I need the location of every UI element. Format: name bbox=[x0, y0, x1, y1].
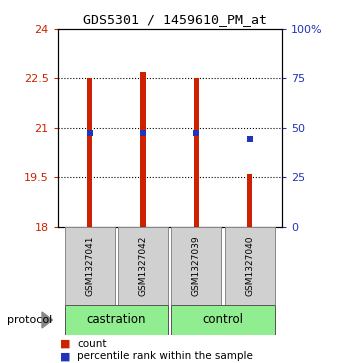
Text: GSM1327041: GSM1327041 bbox=[85, 236, 94, 296]
Text: GSM1327042: GSM1327042 bbox=[139, 236, 148, 296]
Text: count: count bbox=[77, 339, 106, 349]
Bar bbox=[172, 305, 275, 335]
Text: control: control bbox=[203, 314, 244, 326]
Bar bbox=[87, 78, 92, 227]
Bar bbox=[118, 227, 168, 305]
Bar bbox=[140, 72, 146, 227]
Bar bbox=[65, 305, 168, 335]
Bar bbox=[194, 78, 199, 227]
Text: percentile rank within the sample: percentile rank within the sample bbox=[77, 351, 253, 362]
Bar bbox=[65, 227, 115, 305]
Text: ■: ■ bbox=[60, 339, 70, 349]
Text: protocol: protocol bbox=[7, 315, 52, 325]
Bar bbox=[247, 174, 252, 227]
Bar bbox=[172, 227, 222, 305]
Text: ■: ■ bbox=[60, 351, 70, 362]
Text: GSM1327039: GSM1327039 bbox=[192, 236, 201, 296]
Text: GSM1327040: GSM1327040 bbox=[245, 236, 254, 296]
Text: GDS5301 / 1459610_PM_at: GDS5301 / 1459610_PM_at bbox=[83, 13, 267, 26]
Polygon shape bbox=[42, 312, 52, 328]
Bar bbox=[225, 227, 275, 305]
Text: castration: castration bbox=[87, 314, 146, 326]
